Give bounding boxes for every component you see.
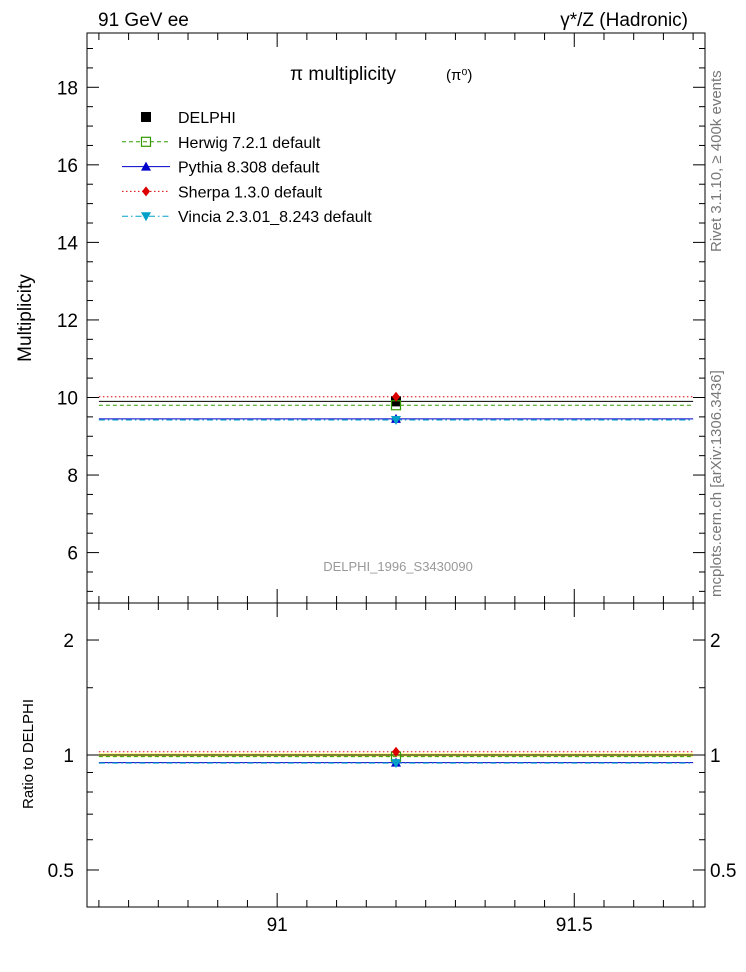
rivet-label: Rivet 3.1.10, ≥ 400k events <box>708 70 725 252</box>
xtick-label: 91 <box>267 915 288 936</box>
ratio-series-group <box>98 746 694 769</box>
legend-marker <box>142 186 150 197</box>
main-ytick-label: 12 <box>57 311 78 332</box>
ratio-ytick-label-right: 0.5 <box>710 861 736 882</box>
ratio-ylabel: Ratio to DELPHI <box>20 699 37 809</box>
legend: DELPHI Herwig 7.2.1 default Pythia 8.308 d… <box>122 110 372 226</box>
chart-title: π multiplicity <box>290 64 397 85</box>
series-marker <box>392 391 400 402</box>
main-series-group <box>98 391 694 425</box>
legend-label: Pythia 8.308 default <box>178 160 320 177</box>
legend-label: DELPHI <box>178 110 236 127</box>
main-y-axis: 6 8 10 12 14 16 18 <box>57 48 705 592</box>
main-ylabel: Multiplicity <box>15 274 36 362</box>
legend-marker <box>140 136 152 147</box>
legend-label: Herwig 7.2.1 default <box>178 135 321 152</box>
ratio-ytick-label-right: 2 <box>710 631 721 652</box>
main-ytick-label: 6 <box>67 544 78 565</box>
header-right-label: γ*/Z (Hadronic) <box>560 10 688 31</box>
ratio-panel: Ratio to DELPHI 0.5 0.51 12 2 91 91.5 <box>20 33 736 936</box>
mcplots-label: mcplots.cern.ch [arXiv:1306.3436] <box>708 370 725 597</box>
xtick-label: 91.5 <box>556 915 593 936</box>
main-ytick-label: 8 <box>67 466 78 487</box>
main-ytick-label: 14 <box>57 233 79 254</box>
ratio-marker <box>391 759 401 769</box>
chart-title-suffix: (π⁰) <box>446 67 472 84</box>
ratio-ytick-label-left: 0.5 <box>48 861 74 882</box>
ratio-ytick-label-left: 1 <box>63 746 74 767</box>
legend-marker <box>141 112 151 122</box>
ratio-ytick-label-right: 1 <box>710 746 721 767</box>
legend-label: Sherpa 1.3.0 default <box>178 184 323 201</box>
ratio-y-axis: 0.5 0.5 1 1 2 2 <box>48 602 736 882</box>
ratio-marker <box>392 746 400 757</box>
ratio-ytick-label-left: 2 <box>63 631 74 652</box>
series-marker <box>391 415 401 425</box>
legend-label: Vincia 2.3.01_8.243 default <box>178 209 372 226</box>
legend-marker <box>141 212 151 222</box>
main-ytick-label: 10 <box>57 388 78 409</box>
analysis-watermark: DELPHI_1996_S3430090 <box>323 559 473 574</box>
header-left-label: 91 GeV ee <box>98 10 189 31</box>
x-axis: 91 91.5 <box>98 33 694 936</box>
main-panel: π multiplicity (π⁰) Multiplicity DELPHI_… <box>15 32 706 604</box>
legend-marker <box>141 161 151 171</box>
main-ytick-label: 18 <box>57 78 78 99</box>
main-ytick-label: 16 <box>57 156 78 177</box>
